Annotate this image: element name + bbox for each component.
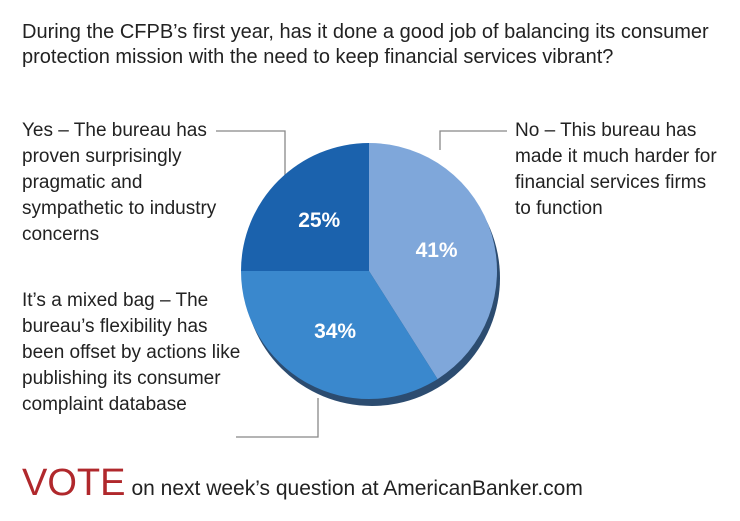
category-label: No – This bureau has made it much harder… — [515, 120, 717, 219]
leader-line — [236, 398, 319, 438]
pie-slice — [369, 143, 497, 380]
category-label: It’s a mixed bag – The bureau’s flexibil… — [22, 290, 241, 415]
pie-slice — [241, 271, 438, 399]
leader-line — [216, 130, 286, 182]
vote-text: on next week’s question at AmericanBanke… — [131, 477, 583, 500]
footer: VOTE on next week’s question at AmericanB… — [22, 462, 583, 505]
pie-slice — [241, 143, 369, 271]
data-label: 41% — [416, 239, 458, 262]
data-label: 25% — [298, 209, 340, 232]
leader-lines — [216, 130, 507, 438]
category-label: Yes – The bureau has proven surprisingly… — [22, 120, 217, 245]
leader-line — [439, 130, 507, 150]
data-label: 34% — [314, 320, 356, 343]
vote-word: VOTE — [22, 462, 126, 504]
chart-title: During the CFPB’s first year, has it don… — [22, 21, 709, 68]
